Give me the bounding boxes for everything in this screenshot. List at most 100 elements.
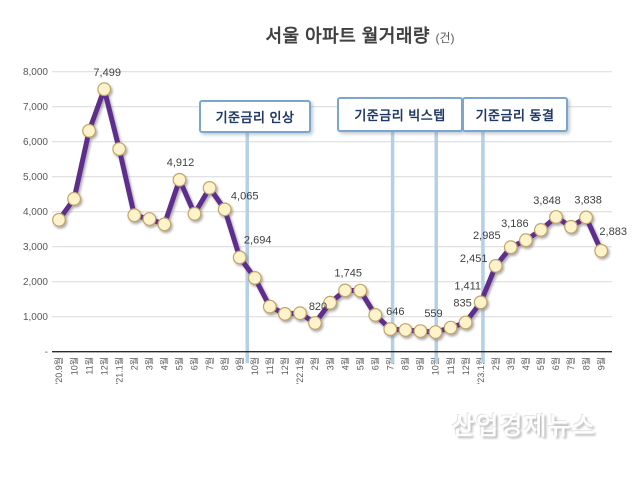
x-tick-label: 5월 <box>535 357 546 370</box>
x-tick-label: 2월 <box>309 357 320 370</box>
x-tick-label: 2월 <box>490 357 501 370</box>
x-tick-label: 3월 <box>144 357 155 370</box>
x-tick-label: 4월 <box>520 357 531 370</box>
x-tick-label: 12월 <box>279 357 290 375</box>
data-point <box>217 202 232 217</box>
data-label: 2,883 <box>599 226 627 238</box>
annotation-label-rate-hike: 기준금리 인상 <box>215 110 295 125</box>
annotation-box-big-step: 기준금리 빅스텝 <box>337 97 463 132</box>
data-point <box>278 307 292 321</box>
x-tick-label: '22.1월 <box>294 357 305 385</box>
y-tick-label: 1,000 <box>23 312 48 323</box>
data-point <box>142 212 157 226</box>
x-tick-label: 2월 <box>129 357 140 370</box>
data-label: 559 <box>424 308 442 320</box>
x-tick-label: 8월 <box>400 357 411 370</box>
x-tick-label: 11월 <box>83 357 94 375</box>
x-tick-label: 7월 <box>204 357 215 370</box>
x-tick-label: 4월 <box>159 357 170 370</box>
watermark: 산업경제뉴스 <box>452 413 597 440</box>
data-point <box>187 206 202 221</box>
data-point <box>202 180 217 195</box>
x-tick-label: '23.1월 <box>475 357 486 385</box>
series-group <box>52 82 609 340</box>
data-point <box>473 295 488 310</box>
x-tick-label: 9월 <box>415 357 426 370</box>
data-point <box>172 172 187 187</box>
x-tick-label: 9월 <box>595 357 606 370</box>
data-point <box>293 306 307 321</box>
x-tick-label: 8월 <box>219 357 230 370</box>
x-tick-label: 7월 <box>385 357 396 370</box>
data-point <box>398 323 413 337</box>
y-tick-label: 3,000 <box>23 242 48 253</box>
data-label: 646 <box>386 306 404 318</box>
data-point <box>82 123 96 138</box>
data-label: 3,838 <box>574 194 602 206</box>
data-label: 2,451 <box>460 253 488 265</box>
x-tick-label: 9월 <box>234 357 245 370</box>
x-tick-label: 11월 <box>264 357 275 375</box>
x-tick-label: 3월 <box>505 357 516 370</box>
x-tick-label: 10월 <box>430 357 441 375</box>
data-label: 7,499 <box>93 67 121 79</box>
x-tick-label: 11월 <box>445 357 456 375</box>
x-tick-label: 3월 <box>324 357 335 370</box>
x-tick-label: 7월 <box>565 357 576 370</box>
data-label: 820 <box>309 301 327 313</box>
y-tick-label: 7,000 <box>23 102 48 113</box>
data-label: 3,848 <box>533 195 561 207</box>
x-tick-label: 10월 <box>68 357 79 375</box>
data-point <box>458 315 473 330</box>
annotation-box-rate-hike: 기준금리 인상 <box>199 100 311 133</box>
data-point <box>428 325 443 340</box>
x-tick-label: '21.1월 <box>113 357 124 385</box>
data-label: 1,411 <box>454 280 481 292</box>
data-point <box>52 212 66 227</box>
data-point <box>534 222 548 237</box>
data-point <box>262 299 277 314</box>
data-label: 835 <box>453 298 471 310</box>
y-tick-label: 2,000 <box>23 277 48 288</box>
annotation-label-rate-freeze: 기준금리 동결 <box>475 108 555 123</box>
data-point <box>594 243 609 258</box>
data-point <box>519 233 533 248</box>
data-point <box>112 142 127 156</box>
x-tick-label: 12월 <box>460 357 471 375</box>
data-label: 2,985 <box>473 230 501 242</box>
x-tick-label: 6월 <box>550 357 561 370</box>
data-label: 3,186 <box>501 218 529 230</box>
y-tick-label: 6,000 <box>23 137 48 148</box>
data-point <box>97 82 112 97</box>
data-point <box>549 210 563 224</box>
x-tick-label: 6월 <box>369 357 380 370</box>
data-point <box>67 191 81 206</box>
annotation-box-rate-freeze: 기준금리 동결 <box>462 97 568 132</box>
data-point <box>232 250 247 265</box>
data-label: 4,065 <box>231 190 259 202</box>
data-point <box>488 259 503 273</box>
data-point <box>413 324 428 339</box>
y-tick-label: 4,000 <box>23 207 48 218</box>
data-point <box>247 271 262 285</box>
x-tick-label: 6월 <box>189 357 200 370</box>
x-tick-label: 5월 <box>354 357 365 370</box>
data-point <box>157 217 172 232</box>
y-tick-label: - <box>45 347 48 358</box>
data-point <box>368 308 383 322</box>
data-point <box>383 322 398 337</box>
x-tick-label: 8월 <box>580 357 591 370</box>
data-point <box>564 219 578 234</box>
data-label: 2,694 <box>244 234 272 246</box>
data-point <box>353 283 368 298</box>
data-point <box>579 210 593 225</box>
chart-title: 서울 아파트 월거래량 (건) <box>265 22 454 48</box>
y-tick-label: 5,000 <box>23 172 48 183</box>
data-label: 4,912 <box>167 157 195 169</box>
x-tick-label: '20.9월 <box>53 357 64 385</box>
data-point <box>443 320 458 335</box>
data-point <box>127 208 142 223</box>
data-point <box>308 316 322 330</box>
